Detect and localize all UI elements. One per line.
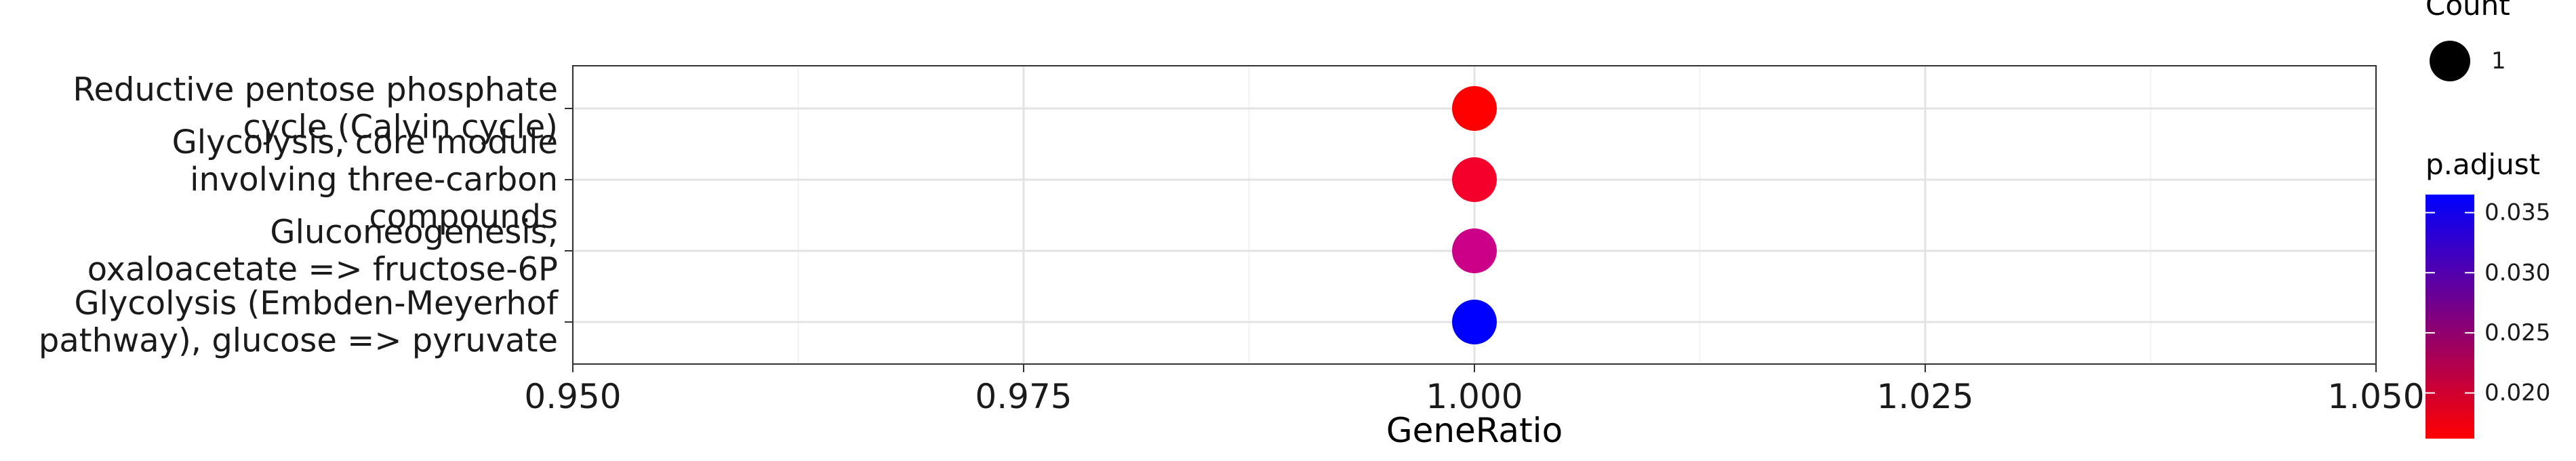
data-point xyxy=(1452,86,1497,131)
data-point xyxy=(1452,157,1497,202)
y-tick-label: Reductive pentose phosphate xyxy=(73,71,558,109)
x-tick-label: 0.975 xyxy=(975,377,1072,416)
y-tick-label: Gluconeogenesis, xyxy=(270,214,558,252)
x-ticks: 0.950 0.975 1.000 1.025 1.050 xyxy=(524,364,2425,416)
size-legend-key xyxy=(2430,41,2470,81)
y-tick-label: compounds xyxy=(369,198,558,236)
y-tick-label: oxaloacetate => fructose-6P xyxy=(87,251,558,289)
color-legend-title: p.adjust xyxy=(2426,148,2540,181)
y-tick-label: Glycolysis, core module xyxy=(172,123,558,161)
size-legend-label: 1 xyxy=(2491,47,2506,75)
data-point xyxy=(1452,228,1497,273)
color-tick-label: 0.025 xyxy=(2484,319,2550,346)
color-tick-label: 0.020 xyxy=(2484,380,2550,407)
color-tick-label: 0.030 xyxy=(2484,259,2550,286)
y-tick-label: involving three-carbon xyxy=(190,161,558,199)
size-legend: 1 xyxy=(2430,41,2506,81)
x-tick-label: 1.050 xyxy=(2327,377,2424,416)
legend: Count 1 p.adjust 0.020 0.025 0.030 0.035 xyxy=(2426,0,2550,439)
data-point xyxy=(1452,300,1497,344)
x-tick-label: 1.000 xyxy=(1426,377,1523,416)
size-legend-title: Count xyxy=(2426,0,2510,22)
points-layer xyxy=(1452,86,1497,344)
color-legend-ticks: 0.020 0.025 0.030 0.035 xyxy=(2426,199,2550,407)
y-tick-label: Glycolysis (Embden-Meyerhof xyxy=(74,285,559,323)
x-axis-title: GeneRatio xyxy=(1386,411,1563,450)
x-tick-label: 1.025 xyxy=(1876,377,1973,416)
color-bar xyxy=(2426,195,2474,439)
y-tick-label: pathway), glucose => pyruvate xyxy=(39,322,558,360)
color-tick-label: 0.035 xyxy=(2484,199,2550,226)
y-tick-label: cycle (Calvin cycle) xyxy=(243,108,558,146)
x-tick-label: 0.950 xyxy=(524,377,621,416)
